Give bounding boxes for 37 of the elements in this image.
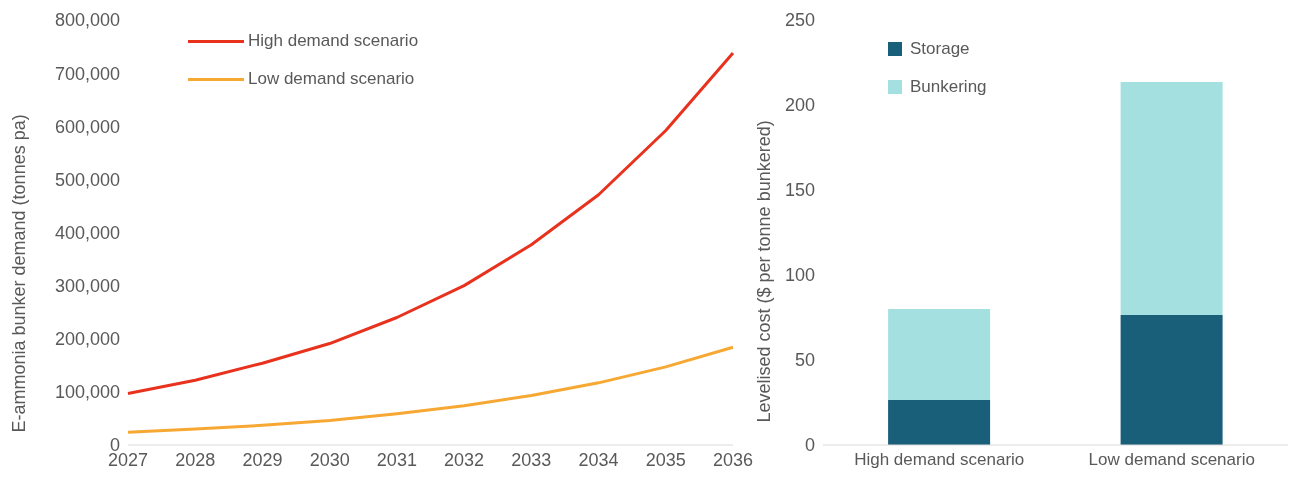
x-tick-label: 2036	[712, 449, 754, 470]
y-tick-label: 200	[784, 95, 815, 116]
y-tick-label: 150	[784, 180, 815, 201]
x-tick-label: 2030	[309, 449, 350, 470]
legend-label: Storage	[910, 38, 970, 60]
x-tick-label: Low demand scenario	[1088, 450, 1255, 470]
line-series	[126, 345, 735, 434]
y-tick-label: 500,000	[54, 169, 120, 190]
y-tick-label: 800,000	[54, 10, 120, 31]
x-tick-label: High demand scenario	[854, 450, 1025, 470]
y-axis-title: Levelised cost ($ per tonne bunkered)	[754, 120, 775, 423]
x-tick-label: 2034	[578, 449, 619, 470]
legend-label: Low demand scenario	[248, 68, 415, 90]
y-tick-label: 600,000	[54, 116, 120, 137]
x-tick-label: 2032	[444, 449, 485, 470]
x-tick-label: 2031	[376, 449, 417, 470]
x-tick-label: 2033	[511, 449, 552, 470]
y-axis-title: E-ammonia bunker demand (tonnes pa)	[9, 114, 30, 433]
y-tick-label: 700,000	[54, 63, 120, 84]
bar	[1120, 82, 1223, 315]
y-tick-label: 50	[794, 350, 815, 371]
y-tick-label: 400,000	[54, 222, 120, 243]
x-tick-label: 2029	[242, 449, 283, 470]
y-tick-label: 250	[784, 10, 815, 31]
bar	[888, 399, 991, 445]
x-tick-label: 2035	[645, 449, 686, 470]
bar	[1120, 314, 1223, 445]
y-tick-label: 100,000	[54, 382, 120, 403]
legend-label: Bunkering	[910, 76, 987, 98]
y-tick-label: 300,000	[54, 276, 120, 297]
y-tick-label: 200,000	[54, 329, 120, 350]
legend-label: High demand scenario	[248, 30, 419, 52]
line-series	[126, 51, 735, 395]
y-tick-label: 100	[784, 265, 815, 286]
y-tick-label: 0	[804, 435, 815, 456]
x-tick-label: 2028	[175, 449, 216, 470]
bar	[888, 309, 991, 400]
